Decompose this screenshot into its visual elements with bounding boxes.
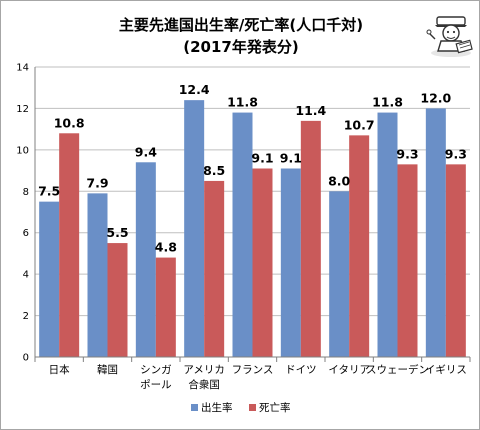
- y-tick-label: 2: [23, 311, 29, 322]
- bar-birth-rate: [425, 108, 446, 357]
- data-label: 9.4: [135, 144, 157, 159]
- y-tick-label: 8: [23, 187, 29, 198]
- bar-birth-rate: [184, 100, 205, 358]
- legend: 出生率 死亡率: [191, 401, 291, 414]
- y-tick-label: 12: [16, 104, 29, 115]
- bar-birth-rate: [377, 112, 398, 357]
- bar-birth-rate: [87, 193, 108, 357]
- mascot-icon: [426, 16, 473, 57]
- data-label: 11.8: [372, 95, 403, 110]
- bar-death-rate: [349, 135, 370, 357]
- x-category-label: 韓国: [97, 364, 118, 376]
- chart-title: 主要先進国出生率/死亡率(人口千対): [119, 16, 363, 34]
- data-label: 8.5: [203, 163, 225, 178]
- legend-swatch: [249, 404, 256, 411]
- x-category-label: イタリア: [328, 364, 370, 376]
- x-category-label: ポール: [140, 379, 172, 391]
- x-category-label: 日本: [49, 363, 70, 376]
- x-category-label: ドイツ: [285, 364, 317, 376]
- y-tick-label: 14: [16, 63, 29, 74]
- legend-label: 出生率: [201, 401, 233, 414]
- y-tick-label: 0: [23, 353, 29, 364]
- chart-subtitle: (2017年発表分): [183, 38, 298, 56]
- bar-death-rate: [107, 243, 128, 357]
- bar-birth-rate: [280, 168, 301, 357]
- bar-death-rate: [252, 168, 273, 357]
- data-label: 4.8: [155, 240, 177, 255]
- data-label: 9.3: [445, 146, 467, 161]
- y-tick-label: 4: [23, 270, 29, 281]
- bar-death-rate: [155, 257, 176, 357]
- x-category-label: シンガ: [140, 364, 172, 376]
- bars: [39, 100, 466, 358]
- x-category-label: フランス: [232, 364, 274, 376]
- data-label: 9.3: [396, 146, 418, 161]
- bar-birth-rate: [232, 112, 253, 357]
- data-label: 10.8: [54, 115, 85, 130]
- bar-birth-rate: [329, 191, 350, 357]
- x-category-label: アメリカ: [183, 364, 224, 376]
- legend-swatch: [191, 404, 198, 411]
- y-axis: 0 2 4 6 8 10 12 14: [16, 63, 36, 364]
- data-label: 11.4: [295, 103, 326, 118]
- legend-label: 死亡率: [259, 401, 291, 414]
- data-label: 9.1: [251, 151, 273, 166]
- bar-death-rate: [59, 133, 80, 357]
- data-label: 12.0: [420, 90, 451, 105]
- bar-death-rate: [445, 164, 466, 357]
- data-label: 8.0: [328, 173, 350, 188]
- bar-death-rate: [300, 120, 321, 357]
- bar-death-rate: [397, 164, 418, 357]
- x-category-label: イギリス: [425, 364, 467, 376]
- data-label: 12.4: [179, 82, 210, 97]
- y-tick-label: 10: [16, 145, 29, 156]
- data-labels: 7.5 10.8 7.9 5.5 9.4 4.8 12.4 8.5 11.8 9.1 9.1 11.4…: [38, 82, 467, 254]
- bar-death-rate: [204, 180, 225, 357]
- x-category-label: 合衆国: [188, 378, 220, 391]
- data-label: 7.5: [38, 184, 60, 199]
- y-tick-label: 6: [23, 228, 29, 239]
- chart-title-group: 主要先進国出生率/死亡率(人口千対) (2017年発表分): [119, 16, 363, 56]
- bar-birth-rate: [135, 162, 156, 357]
- bar-birth-rate: [39, 201, 60, 357]
- data-label: 11.8: [227, 95, 258, 110]
- data-label: 9.1: [280, 151, 302, 166]
- data-label: 5.5: [106, 225, 128, 240]
- x-category-label: スウェーデン: [366, 363, 429, 376]
- data-label: 7.9: [86, 175, 108, 190]
- data-label: 10.7: [344, 117, 375, 132]
